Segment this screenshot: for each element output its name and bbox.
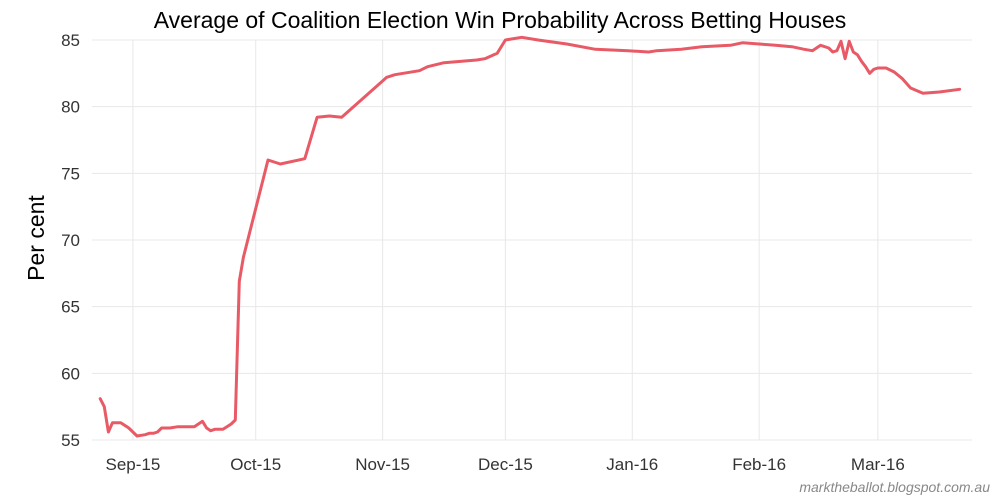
x-tick-label: Mar-16: [851, 455, 905, 474]
series-line: [98, 35, 962, 438]
x-tick-label: Sep-15: [106, 455, 161, 474]
chart-title: Average of Coalition Election Win Probab…: [154, 7, 846, 33]
y-axis-ticks: 55 60 65 70 75 80 85: [61, 31, 80, 450]
source-credit: marktheballot.blogspot.com.au: [799, 479, 990, 495]
grid-layer: [92, 39, 972, 441]
x-axis-ticks: Sep-15 Oct-15 Nov-15 Dec-15 Jan-16 Feb-16 Mar-…: [106, 455, 905, 474]
x-tick-label: Feb-16: [732, 455, 786, 474]
y-tick-label: 75: [61, 164, 80, 183]
y-tick-label: 55: [61, 431, 80, 450]
x-tick-label: Dec-15: [478, 455, 533, 474]
y-tick-label: 60: [61, 364, 80, 383]
x-tick-label: Jan-16: [606, 455, 658, 474]
y-tick-label: 65: [61, 298, 80, 317]
y-tick-label: 70: [61, 231, 80, 250]
y-tick-label: 85: [61, 31, 80, 50]
y-axis-label: Per cent: [23, 195, 49, 281]
y-tick-label: 80: [61, 98, 80, 117]
x-tick-label: Nov-15: [355, 455, 410, 474]
x-tick-label: Oct-15: [230, 455, 281, 474]
